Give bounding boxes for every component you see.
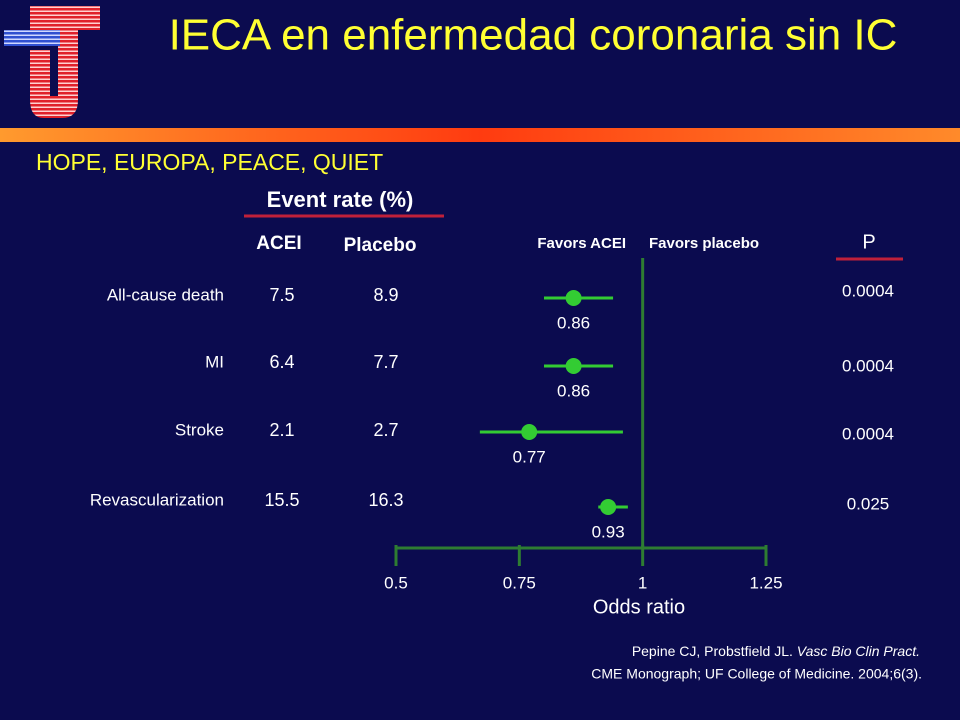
header-bar: [0, 128, 960, 142]
odds-ratio-point: [521, 424, 538, 440]
acei-value: 15.5: [264, 490, 299, 510]
odds-ratio-label: 0.93: [592, 522, 625, 541]
odds-ratio-point: [600, 499, 617, 515]
p-value: 0.025: [847, 494, 890, 513]
placebo-value: 2.7: [373, 420, 398, 440]
x-tick-label: 1: [638, 573, 647, 592]
logo: [4, 6, 100, 118]
column-header: Placebo: [344, 235, 417, 256]
category-label: All-cause death: [107, 285, 224, 304]
odds-ratio-point: [565, 290, 582, 306]
odds-ratio-point: [565, 358, 582, 374]
category-label: MI: [205, 352, 224, 371]
p-value: 0.0004: [842, 424, 894, 443]
source-line2: CME Monograph; UF College of Medicine. 2…: [591, 666, 922, 682]
placebo-value: 7.7: [373, 352, 398, 372]
odds-ratio-label: 0.86: [557, 313, 590, 332]
p-header: P: [862, 231, 875, 253]
x-tick-label: 0.5: [384, 573, 408, 592]
placebo-value: 16.3: [368, 490, 403, 510]
acei-value: 2.1: [269, 420, 294, 440]
x-axis-label: Odds ratio: [593, 596, 685, 618]
title: IECA en enfermedad coronaria sin IC: [169, 11, 898, 60]
category-label: Stroke: [175, 420, 224, 439]
p-value: 0.0004: [842, 281, 894, 300]
source-authors: Pepine CJ, Probstfield JL.: [632, 643, 797, 659]
odds-ratio-label: 0.86: [557, 381, 590, 400]
placebo-value: 8.9: [373, 285, 398, 305]
acei-value: 6.4: [269, 352, 294, 372]
p-value: 0.0004: [842, 356, 894, 375]
source: Pepine CJ, Probstfield JL. Vasc Bio Clin…: [632, 643, 920, 659]
odds-ratio-label: 0.77: [513, 447, 546, 466]
source-journal: Vasc Bio Clin Pract.: [797, 643, 920, 659]
acei-value: 7.5: [269, 285, 294, 305]
subtitle: HOPE, EUROPA, PEACE, QUIET: [36, 149, 383, 175]
column-group-label: Event rate (%): [267, 187, 414, 212]
favors-left: Favors ACEI: [537, 235, 626, 252]
x-tick-label: 0.75: [503, 573, 536, 592]
x-tick-label: 1.25: [749, 573, 782, 592]
favors-right: Favors placebo: [649, 235, 759, 252]
column-header: ACEI: [256, 233, 301, 254]
category-label: Revascularization: [90, 490, 224, 509]
